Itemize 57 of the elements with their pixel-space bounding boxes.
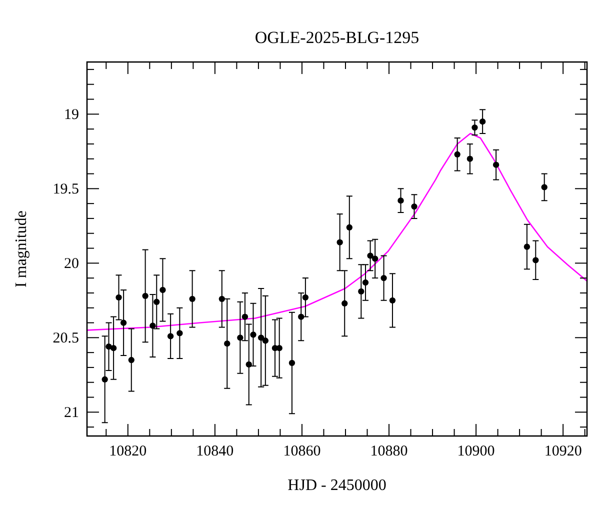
- point: [160, 286, 166, 294]
- x-tick-label: 10860: [283, 444, 321, 460]
- point: [262, 338, 269, 344]
- point: [237, 334, 244, 341]
- x-tick-label: 10880: [370, 444, 408, 460]
- x-tick-label: 10900: [457, 444, 495, 460]
- y-tick-label: 20.5: [52, 330, 79, 346]
- point: [150, 322, 156, 329]
- point: [128, 356, 134, 364]
- point: [342, 300, 348, 306]
- point: [398, 197, 404, 204]
- point: [110, 345, 117, 352]
- point: [120, 320, 127, 326]
- point: [336, 239, 343, 246]
- point: [532, 257, 539, 264]
- y-tick-label: 20: [64, 256, 79, 272]
- x-tick-label: 10920: [544, 444, 582, 460]
- point: [102, 376, 108, 382]
- point: [258, 334, 264, 341]
- y-axis-title: I magnitude: [13, 210, 30, 288]
- point: [367, 252, 374, 259]
- point: [250, 332, 256, 338]
- point: [302, 294, 309, 301]
- point: [411, 203, 418, 210]
- point: [246, 361, 252, 368]
- point: [362, 279, 369, 286]
- point: [298, 314, 304, 320]
- point: [492, 162, 500, 168]
- y-tick-label: 19: [64, 106, 79, 123]
- point: [218, 296, 225, 302]
- point: [116, 294, 122, 301]
- x-tick-label: 10820: [109, 444, 147, 460]
- y-tick-label: 21: [64, 404, 79, 421]
- point: [380, 274, 387, 282]
- point: [176, 330, 183, 336]
- point: [372, 256, 378, 262]
- point: [224, 340, 230, 347]
- point: [389, 297, 396, 304]
- point: [454, 151, 460, 158]
- y-tick-label: 19.5: [52, 181, 79, 198]
- line-series: [86, 132, 588, 331]
- point: [142, 292, 148, 300]
- chart-title: OGLE-2025-BLG-1295: [254, 28, 420, 47]
- x-axis-title: HJD - 2450000: [288, 477, 386, 494]
- point: [346, 224, 352, 230]
- point: [524, 244, 530, 250]
- point: [472, 124, 478, 131]
- point: [288, 360, 296, 366]
- point: [479, 118, 486, 125]
- point: [242, 314, 248, 320]
- x-tick-label: 10840: [196, 444, 234, 460]
- point: [358, 288, 364, 295]
- point: [154, 298, 160, 305]
- point: [189, 296, 196, 302]
- point: [466, 156, 474, 162]
- point: [541, 184, 548, 190]
- point: [167, 333, 174, 340]
